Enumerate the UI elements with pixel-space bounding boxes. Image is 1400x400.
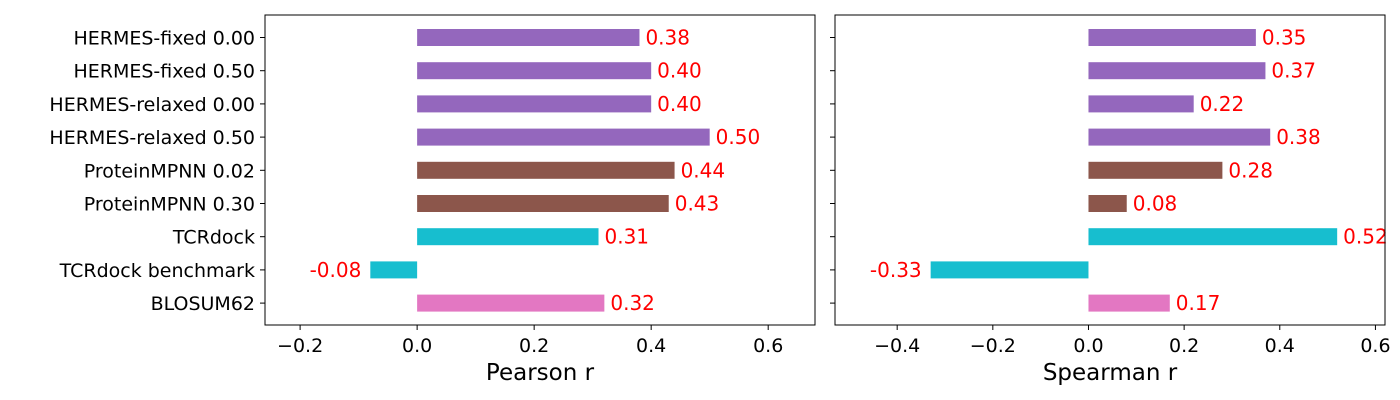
pearson-value-label-4: 0.44 (681, 158, 726, 182)
spearman-value-label-3: 0.38 (1276, 125, 1321, 149)
spearman-bar-4 (1088, 161, 1223, 179)
spearman-bar-5 (1088, 195, 1127, 212)
spearman-bar-3 (1088, 128, 1271, 146)
pearson-bar-2 (417, 95, 652, 113)
pearson-bar-3 (417, 128, 710, 146)
category-label-2: HERMES-relaxed 0.00 (49, 94, 255, 116)
spearman-x-tick-label-4: 0.4 (1265, 335, 1295, 357)
pearson-value-label-8: 0.32 (610, 291, 655, 315)
pearson-value-label-7: -0.08 (310, 258, 362, 282)
spearman-bar-2 (1088, 95, 1194, 113)
category-label-5: ProteinMPNN 0.30 (84, 194, 255, 216)
pearson-value-label-1: 0.40 (657, 59, 702, 83)
category-label-8: BLOSUM62 (151, 293, 255, 315)
spearman-value-label-0: 0.35 (1262, 26, 1307, 50)
category-label-3: HERMES-relaxed 0.50 (49, 127, 255, 149)
spearman-bar-0 (1088, 29, 1256, 46)
pearson-bar-6 (417, 228, 599, 246)
pearson-value-label-3: 0.50 (716, 125, 761, 149)
pearson-x-tick-label-1: 0.0 (402, 335, 432, 357)
spearman-x-tick-label-2: 0.0 (1073, 335, 1103, 357)
pearson-panel: 0.38 0.40 0.40 0.50 0.44 0.43 0.31 -0.08 0.32 HER… (49, 14, 816, 386)
spearman-value-label-6: 0.52 (1343, 225, 1388, 249)
spearman-value-label-4: 0.28 (1228, 158, 1273, 182)
pearson-x-tick-label-3: 0.4 (636, 335, 666, 357)
category-label-6: TCRdock (172, 227, 255, 249)
spearman-panel: 0.35 0.37 0.22 0.380.28 0.08 0.52 -0.33 0.17 −0.… (830, 14, 1391, 386)
category-label-4: ProteinMPNN 0.02 (84, 160, 255, 182)
pearson-bar-0 (417, 29, 640, 46)
pearson-x-tick-label-0: −0.2 (277, 335, 323, 357)
spearman-x-tick-label-3: 0.2 (1169, 335, 1199, 357)
pearson-value-label-5: 0.43 (675, 192, 720, 216)
pearson-value-label-6: 0.31 (605, 225, 650, 249)
category-label-0: HERMES-fixed 0.00 (73, 28, 255, 50)
spearman-value-label-5: 0.08 (1133, 192, 1178, 216)
pearson-bar-1 (417, 62, 652, 80)
pearson-bar-7 (370, 261, 418, 279)
category-label-1: HERMES-fixed 0.50 (73, 61, 255, 83)
pearson-x-tick-label-2: 0.2 (519, 335, 549, 357)
spearman-value-label-2: 0.22 (1200, 92, 1245, 116)
spearman-value-label-8: 0.17 (1176, 291, 1221, 315)
pearson-bar-8 (417, 294, 605, 312)
spearman-x-axis-title: Spearman r (1043, 360, 1178, 386)
spearman-x-tick-label-5: 0.6 (1360, 335, 1390, 357)
spearman-x-tick-label-1: −0.2 (970, 335, 1016, 357)
pearson-bar-4 (417, 161, 675, 179)
pearson-x-axis-title: Pearson r (486, 360, 595, 386)
spearman-bar-8 (1088, 294, 1170, 312)
pearson-bar-5 (417, 195, 669, 212)
spearman-x-tick-label-0: −0.4 (874, 335, 920, 357)
spearman-bar-1 (1088, 62, 1266, 80)
pearson-x-tick-label-4: 0.6 (753, 335, 783, 357)
spearman-bar-6 (1088, 228, 1338, 246)
spearman-value-label-7: -0.33 (870, 258, 922, 282)
pearson-value-label-2: 0.40 (657, 92, 702, 116)
category-label-7: TCRdock benchmark (59, 260, 255, 282)
pearson-value-label-0: 0.38 (645, 26, 690, 50)
spearman-bar-7 (930, 261, 1089, 279)
spearman-value-label-1: 0.37 (1271, 59, 1316, 83)
